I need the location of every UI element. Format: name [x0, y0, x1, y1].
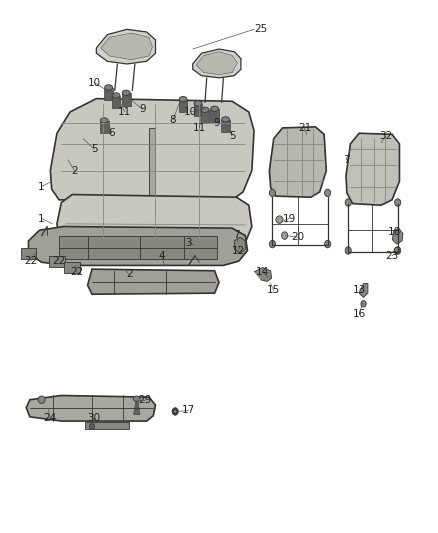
Polygon shape: [21, 248, 36, 259]
Text: 16: 16: [353, 310, 366, 319]
Text: 21: 21: [298, 123, 311, 133]
Polygon shape: [179, 100, 187, 112]
Text: 20: 20: [291, 232, 304, 242]
Polygon shape: [104, 88, 113, 100]
Text: 25: 25: [254, 25, 267, 34]
Text: 11: 11: [193, 123, 206, 133]
Text: 6: 6: [108, 128, 115, 138]
Ellipse shape: [38, 396, 45, 403]
Text: 1: 1: [38, 214, 45, 223]
Ellipse shape: [211, 106, 219, 111]
Ellipse shape: [269, 240, 276, 248]
Polygon shape: [392, 228, 403, 244]
Text: 2: 2: [71, 166, 78, 175]
Polygon shape: [28, 227, 247, 265]
Polygon shape: [269, 127, 326, 197]
Text: 22: 22: [53, 256, 66, 266]
Ellipse shape: [345, 199, 351, 206]
Text: 14: 14: [256, 267, 269, 277]
Text: 5: 5: [229, 131, 236, 141]
Text: 8: 8: [170, 115, 177, 125]
Ellipse shape: [325, 240, 331, 248]
Text: 5: 5: [91, 144, 98, 154]
Text: 12: 12: [232, 246, 245, 255]
Text: 30: 30: [88, 414, 101, 423]
Text: 15: 15: [267, 286, 280, 295]
Ellipse shape: [89, 424, 95, 429]
Ellipse shape: [122, 90, 130, 95]
Polygon shape: [122, 93, 131, 106]
Text: 29: 29: [138, 395, 151, 405]
Text: 10: 10: [184, 107, 197, 117]
Polygon shape: [196, 52, 237, 75]
Ellipse shape: [395, 199, 401, 206]
Polygon shape: [85, 422, 129, 429]
Ellipse shape: [173, 409, 177, 414]
Text: 1: 1: [38, 182, 45, 191]
Ellipse shape: [201, 107, 209, 112]
Text: 4: 4: [159, 251, 166, 261]
Text: 9: 9: [213, 118, 220, 127]
Text: 19: 19: [283, 214, 296, 223]
Text: 2: 2: [126, 270, 133, 279]
Text: 24: 24: [44, 414, 57, 423]
Ellipse shape: [172, 408, 178, 415]
Polygon shape: [201, 110, 209, 123]
Text: 17: 17: [182, 406, 195, 415]
Polygon shape: [59, 236, 217, 259]
Ellipse shape: [395, 247, 401, 254]
Polygon shape: [88, 269, 219, 294]
Polygon shape: [50, 99, 254, 200]
Ellipse shape: [100, 118, 108, 123]
Ellipse shape: [179, 96, 187, 102]
Ellipse shape: [282, 232, 288, 239]
Ellipse shape: [394, 247, 399, 254]
Polygon shape: [49, 256, 65, 266]
Text: 32: 32: [379, 131, 392, 141]
Polygon shape: [346, 133, 399, 205]
Text: 18: 18: [388, 227, 401, 237]
Ellipse shape: [194, 101, 202, 106]
Text: 7: 7: [233, 230, 240, 239]
Ellipse shape: [112, 93, 120, 98]
Ellipse shape: [133, 396, 140, 401]
Ellipse shape: [269, 189, 276, 197]
Text: 10: 10: [88, 78, 101, 87]
Polygon shape: [234, 237, 245, 253]
Polygon shape: [112, 96, 120, 108]
Ellipse shape: [276, 216, 283, 223]
Polygon shape: [26, 395, 155, 421]
Text: 7: 7: [343, 155, 350, 165]
Polygon shape: [210, 109, 219, 122]
Polygon shape: [134, 401, 140, 415]
Ellipse shape: [105, 85, 113, 90]
Text: 23: 23: [385, 251, 399, 261]
Polygon shape: [149, 128, 155, 200]
Polygon shape: [101, 33, 152, 60]
Polygon shape: [64, 262, 80, 273]
Text: 22: 22: [24, 256, 37, 266]
Polygon shape: [359, 284, 368, 297]
Polygon shape: [193, 49, 241, 78]
Ellipse shape: [222, 117, 230, 122]
Ellipse shape: [325, 189, 331, 197]
Polygon shape: [57, 195, 252, 248]
Ellipse shape: [361, 301, 366, 307]
Text: 11: 11: [118, 107, 131, 117]
Polygon shape: [221, 120, 230, 132]
Polygon shape: [96, 29, 155, 64]
Text: 9: 9: [139, 104, 146, 114]
Polygon shape: [194, 104, 202, 116]
Text: 22: 22: [70, 267, 83, 277]
Text: 3: 3: [185, 238, 192, 247]
Polygon shape: [254, 268, 272, 281]
Polygon shape: [100, 121, 109, 133]
Ellipse shape: [345, 247, 351, 254]
Text: 13: 13: [353, 286, 366, 295]
